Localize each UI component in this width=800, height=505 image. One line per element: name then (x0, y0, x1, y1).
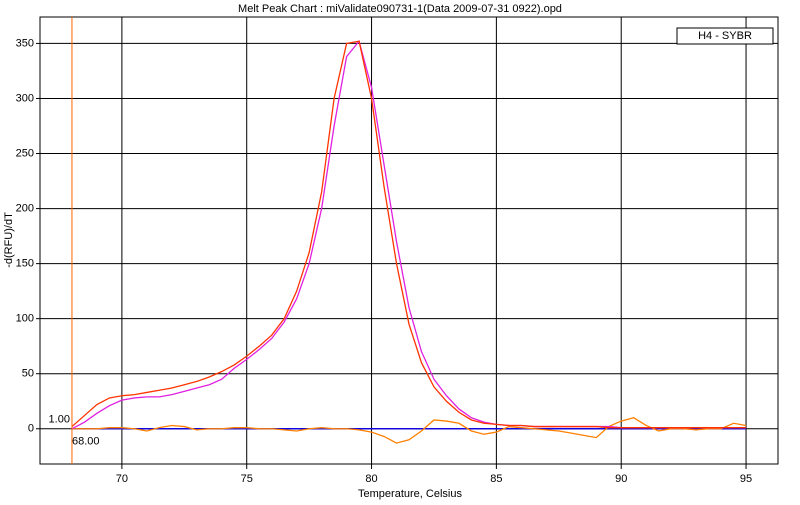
x-tick-label: 95 (740, 473, 752, 485)
y-tick-label: 200 (16, 202, 34, 214)
x-tick-label: 80 (365, 473, 377, 485)
x-axis-label: Temperature, Celsius (358, 488, 462, 500)
plot-area: 0 50 100 150 200 250 300 350 70 75 80 85 90 95 68.001.… (16, 16, 779, 485)
y-tick-label: 150 (16, 258, 34, 270)
cursor-y-label: 1.00 (49, 414, 70, 426)
legend-box (676, 27, 774, 45)
y-tick-label: 50 (22, 368, 34, 380)
legend-label: H4 - SYBR (698, 30, 752, 42)
cursor-x-label: 68.00 (72, 436, 100, 448)
series-line (71, 417, 747, 444)
x-tick-label: 90 (615, 473, 627, 485)
chart-title: Melt Peak Chart : miValidate090731-1(Dat… (238, 3, 562, 15)
y-tick-label: 250 (16, 147, 34, 159)
x-tick-label: 70 (116, 473, 128, 485)
y-axis-label: -d(RFU)/dT (3, 212, 15, 268)
y-tick-label: 100 (16, 313, 34, 325)
x-tick-label: 75 (241, 473, 253, 485)
y-tick-label: 0 (28, 423, 34, 435)
series-line (71, 40, 747, 429)
x-tick-label: 85 (490, 473, 502, 485)
y-tick-label: 350 (16, 37, 34, 49)
y-tick-label: 300 (16, 92, 34, 104)
